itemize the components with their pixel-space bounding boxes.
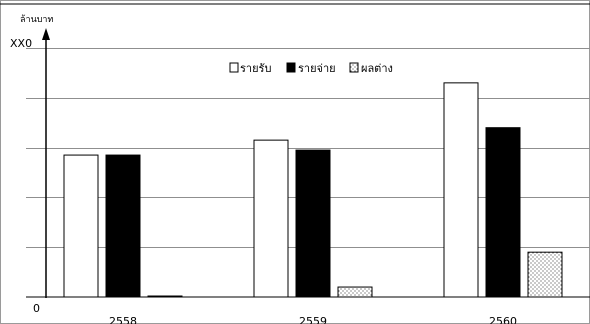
- y-zero-tick-label: 0: [33, 302, 40, 315]
- legend-swatch-difference: [349, 62, 359, 73]
- x-tick-label: 2560: [489, 315, 517, 324]
- legend-label-difference: ผลต่าง: [361, 62, 393, 75]
- x-tick-label: 2559: [299, 315, 327, 324]
- legend-swatch-expense: [286, 62, 296, 73]
- bar-income-2559: [253, 139, 289, 298]
- x-tick-label: 2558: [109, 315, 137, 324]
- bar-expense-2560: [485, 127, 521, 298]
- bar-income-2558: [63, 154, 99, 298]
- y-axis-unit-label: ล้านบาท: [20, 14, 53, 25]
- y-axis-arrow-icon: [42, 28, 50, 40]
- legend-swatch-income: [229, 62, 239, 73]
- y-top-tick-label: XX0: [10, 37, 32, 50]
- legend: รายรับ รายจ่าย ผลต่าง: [229, 62, 393, 75]
- legend-label-income: รายรับ: [240, 62, 271, 75]
- bar-expense-2558: [105, 154, 141, 298]
- bars: [63, 82, 563, 298]
- bar-expense-2559: [295, 149, 331, 298]
- x-tick-labels: 2558 2559 2560: [109, 315, 517, 324]
- legend-label-expense: รายจ่าย: [298, 62, 336, 75]
- bar-difference-2560: [527, 251, 563, 298]
- bar-difference-2559: [337, 286, 373, 298]
- bar-income-2560: [443, 82, 479, 298]
